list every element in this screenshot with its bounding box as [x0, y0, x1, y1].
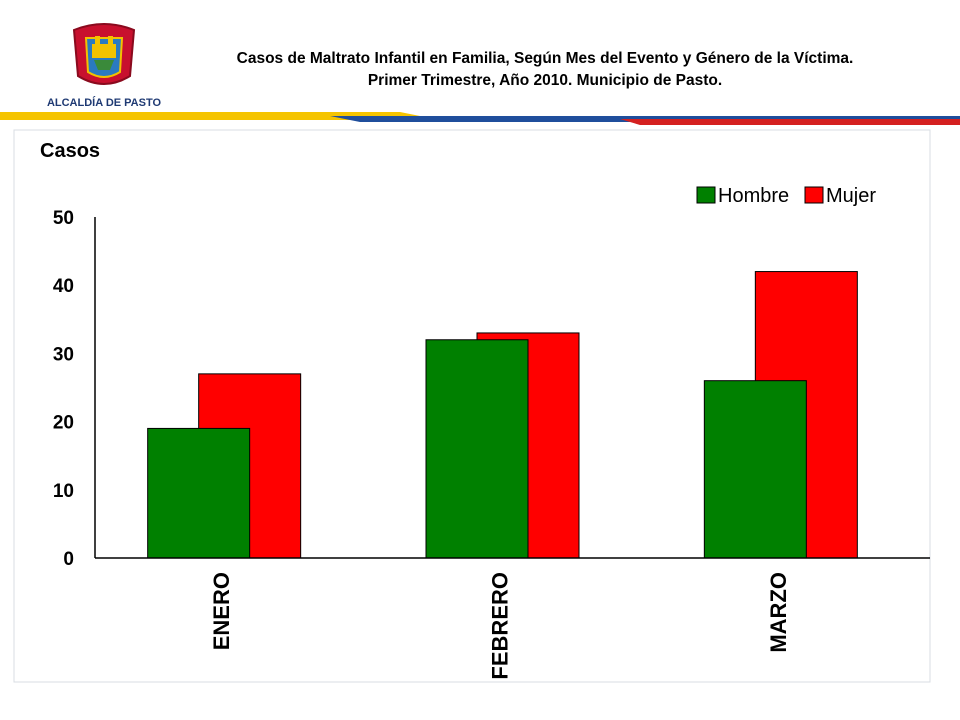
bar-hombre-enero — [147, 427, 251, 559]
coat-of-arms-icon — [72, 23, 136, 85]
color-banner — [0, 112, 960, 125]
bar-hombre-marzo — [703, 380, 807, 559]
title-line-1: Casos de Maltrato Infantil en Familia, S… — [236, 50, 854, 67]
bar-hombre-febrero — [425, 339, 529, 559]
x-tick-label-febrero: FEBRERO — [488, 572, 513, 680]
page-title: Casos de Maltrato Infantil en Familia, S… — [180, 48, 910, 92]
legend-label-mujer: Mujer — [826, 185, 876, 207]
banner-red-stripe — [620, 119, 960, 125]
y-tick-label: 50 — [53, 208, 74, 229]
legend-swatch-hombre — [696, 186, 716, 204]
legend-label-hombre: Hombre — [718, 185, 789, 207]
y-tick-label: 10 — [53, 481, 74, 502]
title-line-2: Primer Trimestre, Año 2010. Municipio de… — [367, 72, 723, 89]
legend-swatch-mujer — [804, 186, 824, 204]
alcaldia-logo: ALCALDÍA DE PASTO — [47, 23, 162, 109]
x-tick-label-enero: ENERO — [209, 572, 234, 650]
bar-chart: Casos 0 10 20 30 40 50 ENERO FEBRERO MARZO Homb… — [13, 129, 931, 683]
y-tick-label: 40 — [53, 276, 74, 297]
x-tick-label-marzo: MARZO — [766, 572, 791, 653]
logo-text: ALCALDÍA DE PASTO — [47, 96, 162, 109]
y-axis-label: Casos — [40, 140, 100, 162]
y-tick-label: 30 — [53, 344, 74, 365]
banner-yellow-stripe — [0, 112, 440, 120]
y-tick-label: 20 — [53, 413, 74, 434]
y-tick-label: 0 — [63, 549, 74, 570]
